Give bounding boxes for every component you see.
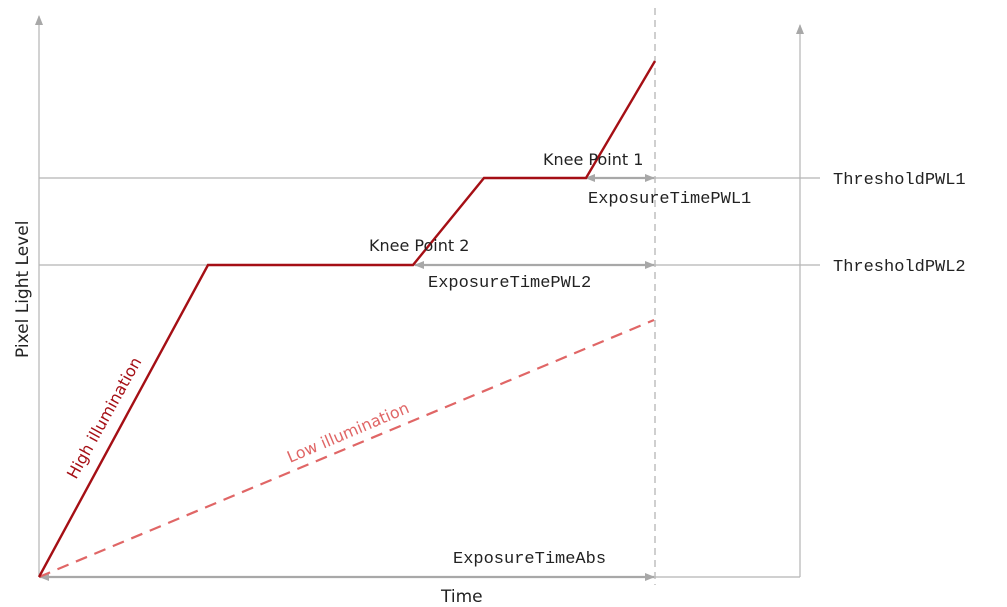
threshold-pwl2-label: ThresholdPWL2 xyxy=(833,258,966,277)
x-axis-label: Time xyxy=(440,587,483,607)
threshold-pwl1-label: ThresholdPWL1 xyxy=(833,171,966,190)
high-illumination-line xyxy=(37,60,657,578)
exposure-time-pwl2-label: ExposureTimePWL2 xyxy=(428,274,591,293)
exposure-time-pwl1-label: ExposureTimePWL1 xyxy=(588,190,751,209)
knee-point-2-label: Knee Point 2 xyxy=(369,236,469,255)
knee-point-1-label: Knee Point 1 xyxy=(543,150,643,169)
high-illumination-label: High illumination xyxy=(63,354,146,482)
low-illumination-line xyxy=(38,318,655,579)
exposure-time-abs-label: ExposureTimeAbs xyxy=(453,550,606,569)
y-axis-label: Pixel Light Level xyxy=(13,221,33,358)
low-illumination-label: Low illumination xyxy=(284,398,412,467)
